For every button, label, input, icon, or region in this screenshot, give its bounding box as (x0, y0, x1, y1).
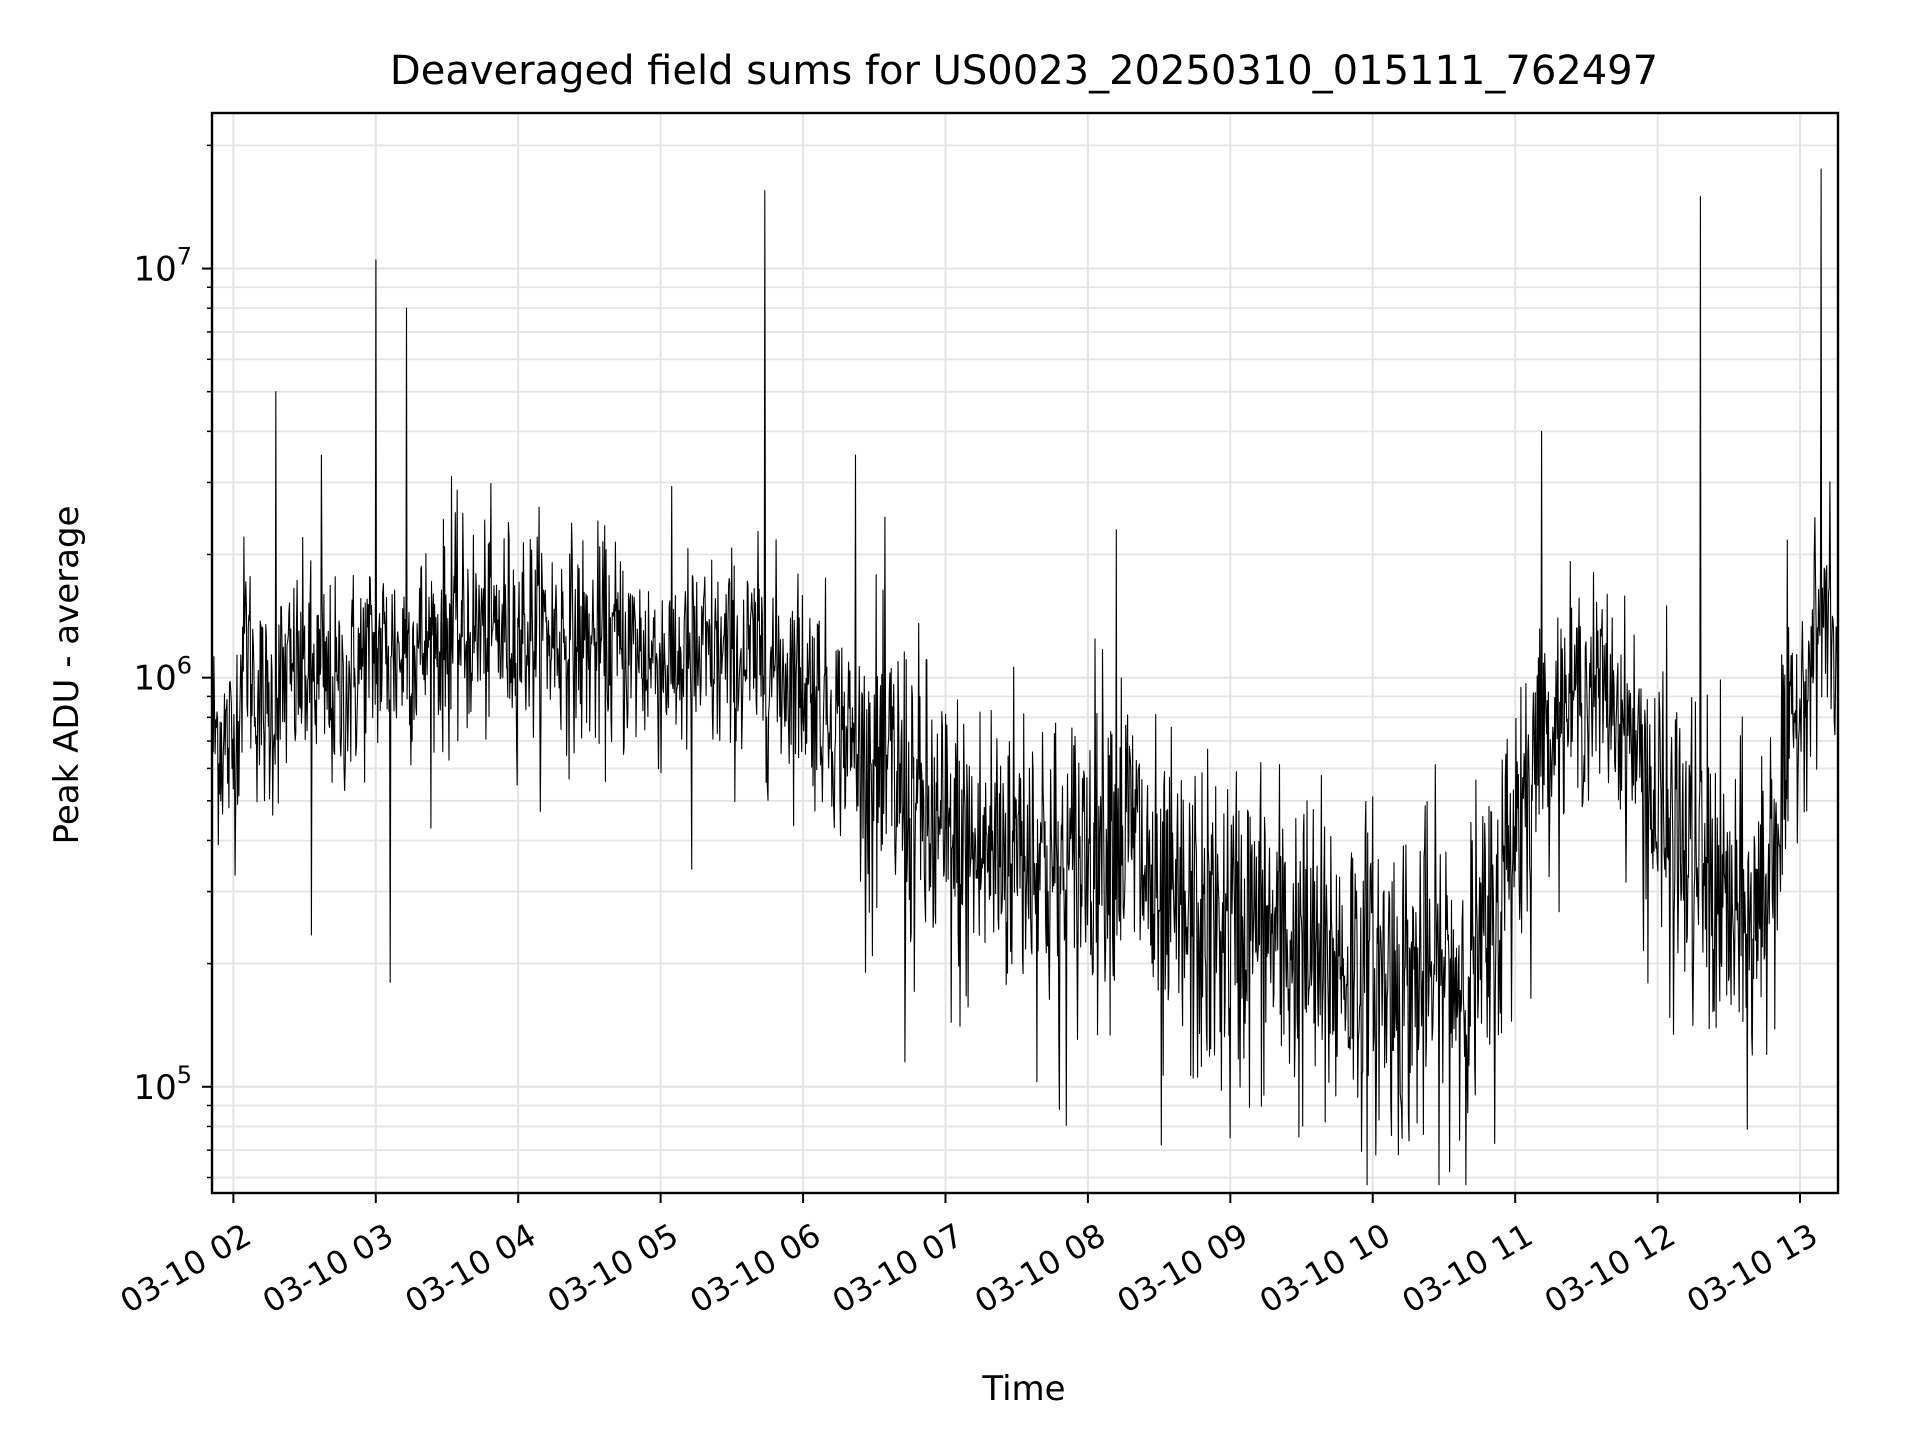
series-layer (211, 168, 1839, 1186)
y-tick-exponent: 5 (177, 1061, 192, 1089)
y-tick-base: 10 (133, 659, 176, 699)
y-tick-base: 10 (133, 250, 176, 290)
plot-frame (210, 111, 1840, 1195)
y-tick-label: 107 (133, 243, 192, 290)
y-tick-base: 10 (133, 1068, 176, 1108)
chart-title: Deaveraged field sums for US0023_2025031… (390, 48, 1658, 94)
y-tick-label: 105 (133, 1061, 192, 1108)
grid-layer (212, 113, 1838, 1193)
y-axis-label: Peak ADU - average (47, 506, 87, 845)
x-tick-label: 03-10 13 (1680, 1216, 1824, 1321)
series-line (211, 168, 1839, 1186)
y-tick-exponent: 7 (177, 243, 192, 271)
x-tick-label: 03-10 11 (1396, 1216, 1540, 1321)
x-tick-label: 03-10 12 (1538, 1216, 1682, 1321)
x-tick-label: 03-10 05 (541, 1216, 685, 1321)
x-tick-label: 03-10 09 (1111, 1216, 1255, 1321)
y-tick-label: 106 (133, 652, 192, 699)
x-tick-label: 03-10 08 (968, 1216, 1112, 1321)
x-tick-label: 03-10 07 (826, 1216, 970, 1321)
x-axis-label: Time (981, 1369, 1065, 1409)
y-tick-exponent: 6 (177, 652, 192, 680)
x-tick-label: 03-10 02 (114, 1216, 258, 1321)
x-tick-label: 03-10 10 (1253, 1216, 1397, 1321)
x-tick-label: 03-10 06 (683, 1216, 827, 1321)
x-tick-label: 03-10 04 (399, 1216, 543, 1321)
x-tick-label: 03-10 03 (256, 1216, 400, 1321)
